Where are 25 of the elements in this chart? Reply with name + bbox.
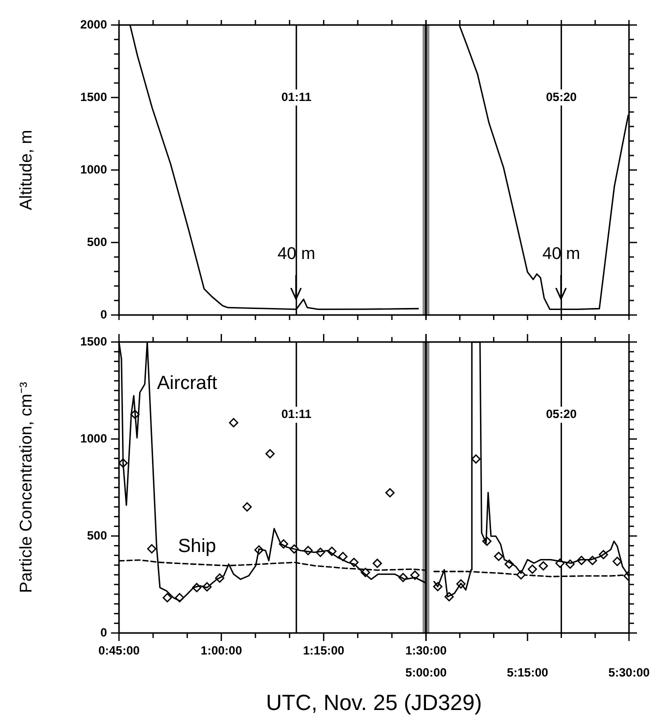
ref-line-label: 05:20 xyxy=(546,90,577,104)
y-tick-label: 2000 xyxy=(80,17,108,32)
y-tick-label: 1000 xyxy=(80,431,108,446)
y-tick-label: 0 xyxy=(100,307,108,322)
x-tick-label: 1:30:00 xyxy=(405,643,447,658)
series-label: Aircraft xyxy=(157,373,218,394)
x-tick-label: 1:00:00 xyxy=(200,643,242,658)
y-tick-label: 1500 xyxy=(80,90,108,104)
y-tick-label: 500 xyxy=(86,528,108,542)
x-tick-label: 5:00:00 xyxy=(405,665,447,680)
x-tick-label: 1:15:00 xyxy=(302,643,345,658)
x-tick-label: 0:45:00 xyxy=(98,643,140,658)
ref-line-label: 05:20 xyxy=(546,407,577,422)
x-tick-label: 5:30:00 xyxy=(608,665,650,680)
ref-line-label: 01:11 xyxy=(281,90,312,104)
series-label: Ship xyxy=(178,536,216,558)
ref-line-label: 01:11 xyxy=(281,407,312,422)
y-axis-title: Altitude, m xyxy=(16,130,36,210)
y-axis-title: Particle Concentration, cm⁻³ xyxy=(16,382,36,594)
x-tick-label: 5:15:00 xyxy=(506,665,548,680)
x-axis-title: UTC, Nov. 25 (JD329) xyxy=(265,690,483,716)
y-tick-label: 1000 xyxy=(80,162,108,176)
y-tick-label: 0 xyxy=(100,625,108,640)
y-tick-label: 1500 xyxy=(80,334,108,348)
y-tick-label: 500 xyxy=(86,234,108,249)
